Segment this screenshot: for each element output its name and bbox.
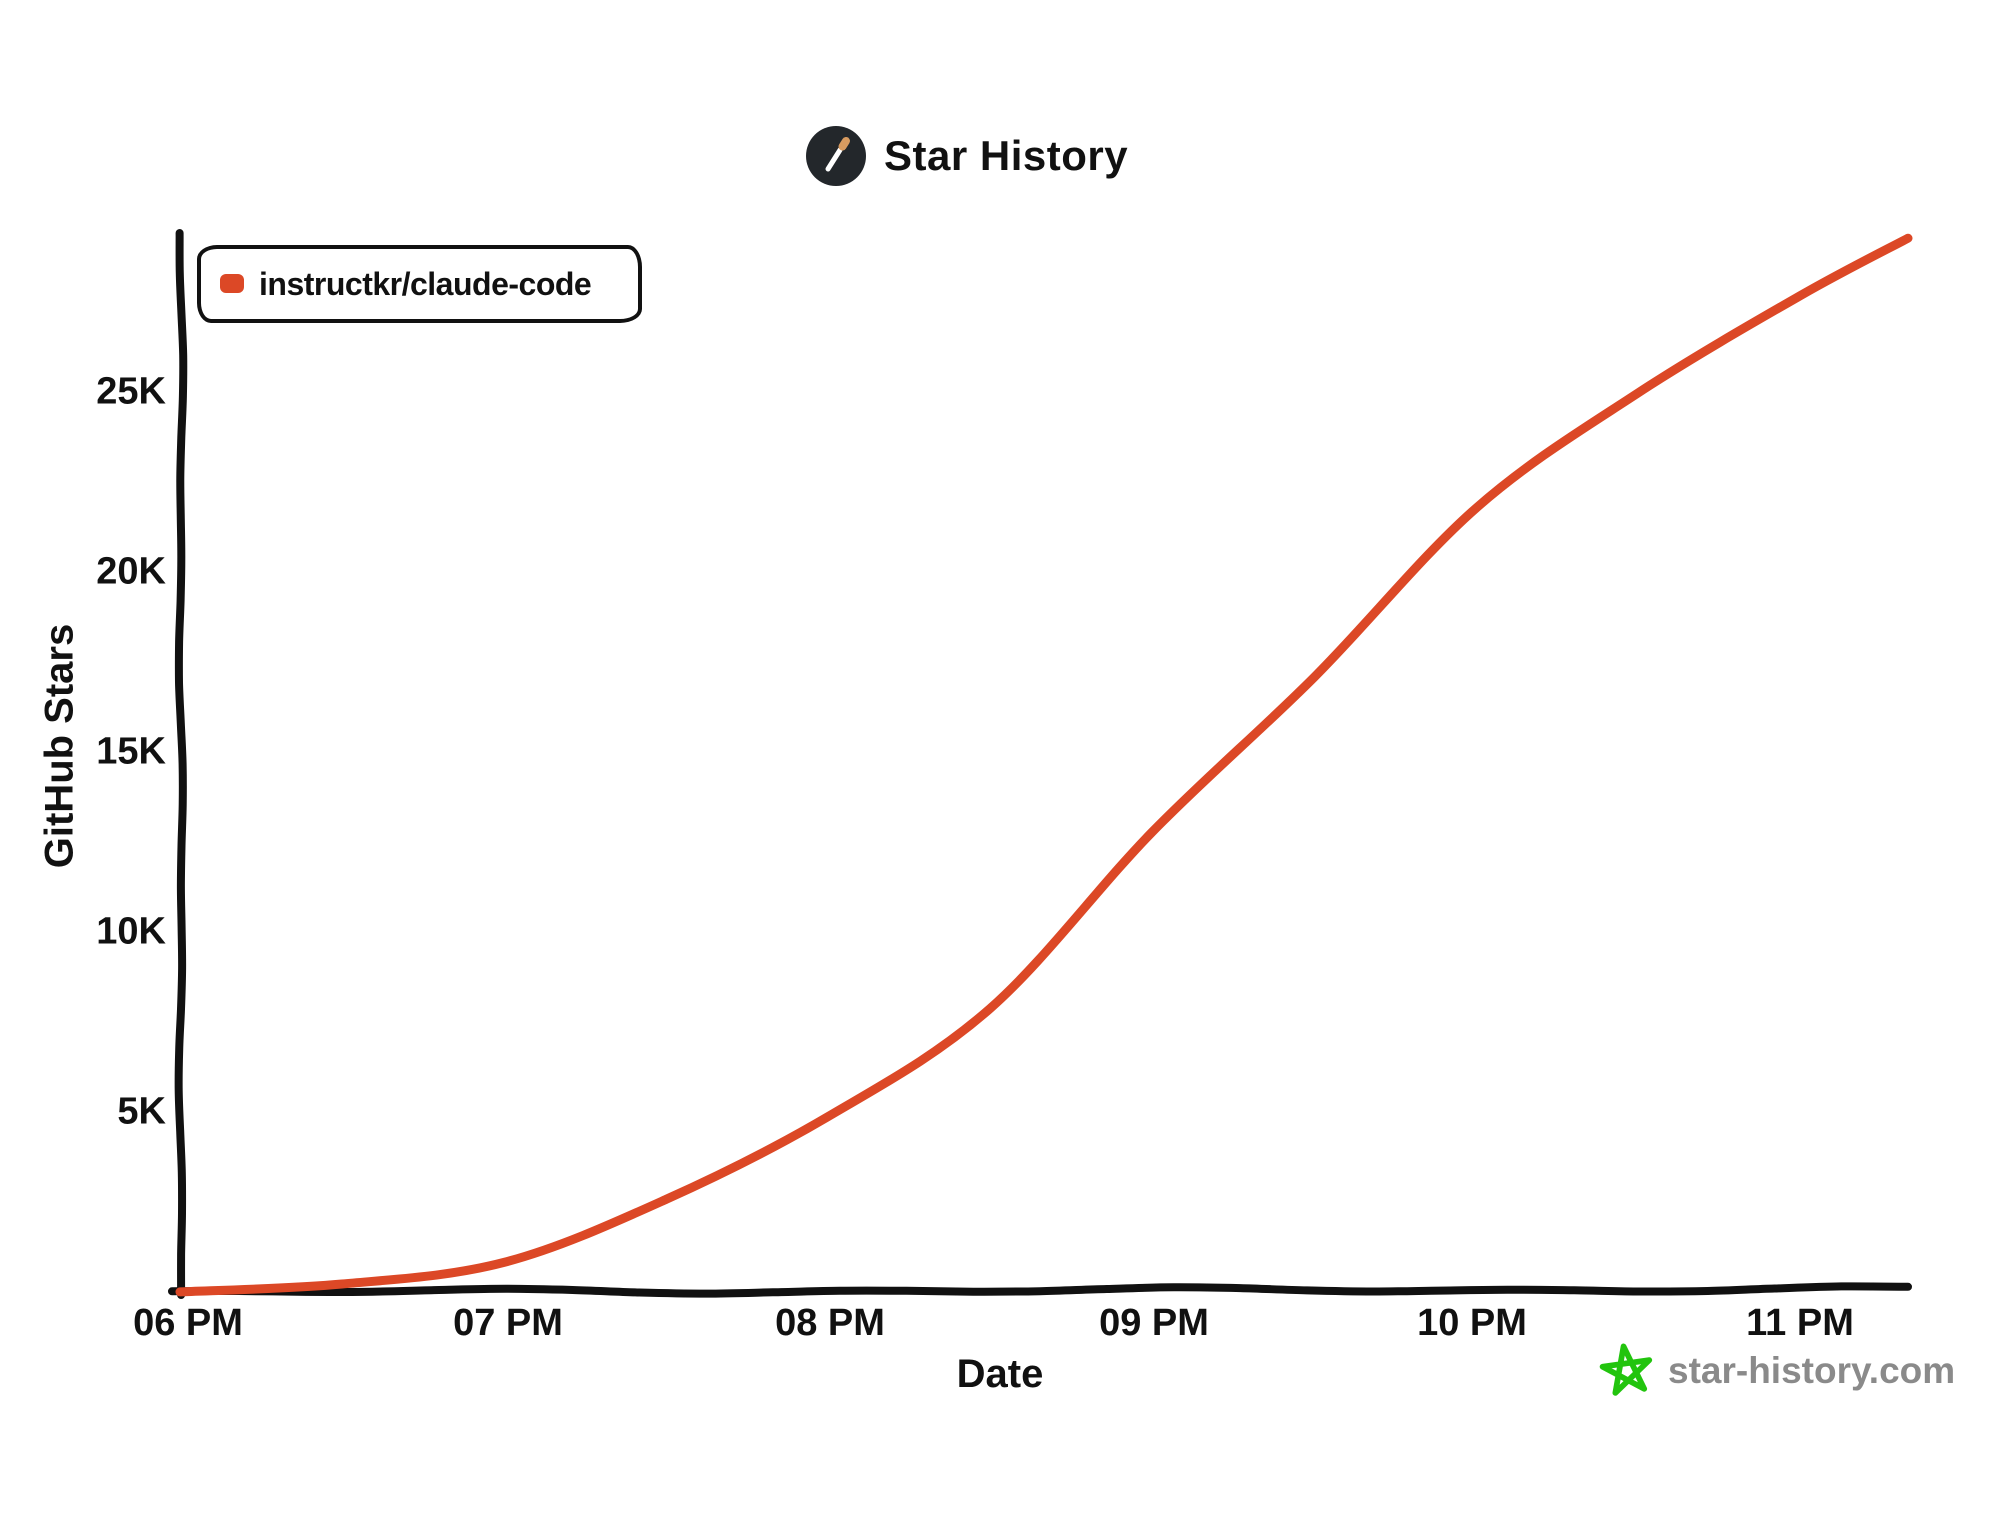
star-icon bbox=[1599, 1343, 1653, 1396]
x-axis-line bbox=[168, 1282, 1912, 1298]
y-axis-line bbox=[174, 229, 188, 1299]
legend-swatch-icon bbox=[220, 274, 244, 293]
page-title: Star History bbox=[884, 132, 1129, 179]
x-tick-label-10pm: 10 PM bbox=[1417, 1302, 1527, 1344]
y-tick-label-5k: 5K bbox=[117, 1090, 166, 1133]
x-axis-title: Date bbox=[956, 1352, 1044, 1396]
y-tick-label-15k: 15K bbox=[96, 730, 166, 773]
x-tick-label-11pm: 11 PM bbox=[1746, 1302, 1854, 1344]
x-tick-label-09pm: 09 PM bbox=[1099, 1302, 1209, 1344]
y-tick-label-20k: 20K bbox=[96, 550, 166, 593]
series-line bbox=[175, 233, 1913, 1297]
x-tick-label-07pm: 07 PM bbox=[453, 1302, 563, 1344]
watermark-text: star-history.com bbox=[1668, 1350, 1956, 1391]
y-tick-label-10k: 10K bbox=[96, 910, 166, 953]
x-tick-label-06pm: 06 PM bbox=[133, 1302, 243, 1344]
y-tick-label-25k: 25K bbox=[96, 370, 166, 413]
legend-box: instructkr/claude-code bbox=[197, 245, 642, 323]
y-axis-title: GitHub Stars bbox=[37, 623, 82, 869]
star-history-logo-icon bbox=[806, 126, 866, 186]
chart-title-row: Star History bbox=[804, 124, 1128, 188]
legend-series-label: instructkr/claude-code bbox=[259, 265, 592, 302]
watermark: star-history.com bbox=[1599, 1342, 1956, 1400]
x-tick-label-08pm: 08 PM bbox=[775, 1302, 885, 1344]
